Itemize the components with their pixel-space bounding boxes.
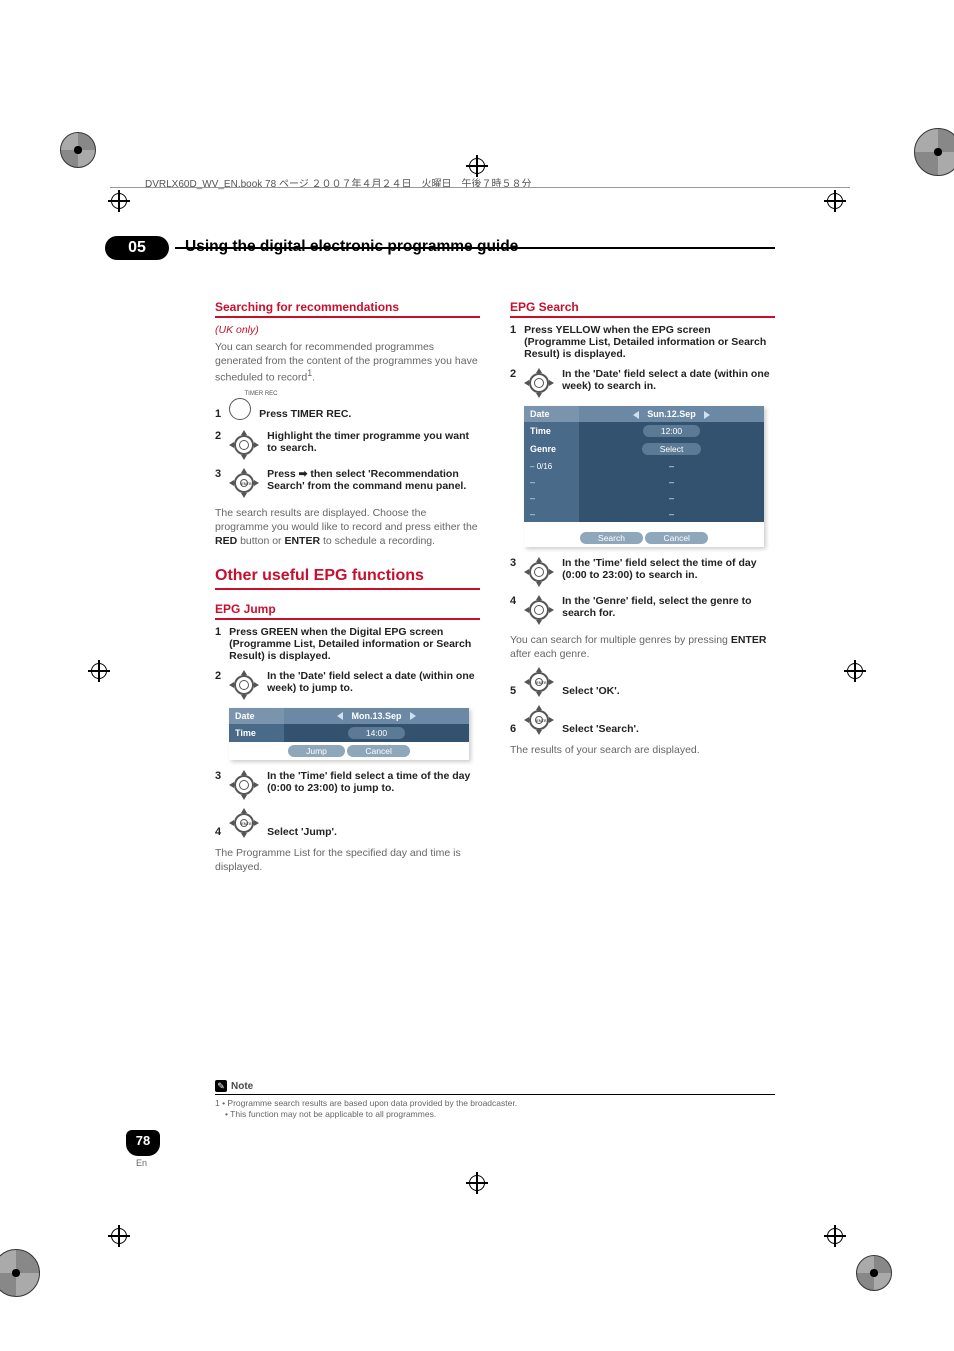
- nav-pad-icon: [524, 557, 554, 587]
- nav-pad-icon: [524, 595, 554, 625]
- registration-mark: [824, 1225, 846, 1247]
- arrow-left-icon: [337, 712, 343, 720]
- step-number: 4: [510, 595, 516, 607]
- cancel-button: Cancel: [347, 745, 409, 757]
- page-lang: En: [136, 1158, 147, 1168]
- note-line-2: • This function may not be applicable to…: [215, 1109, 775, 1120]
- search-date-value: Sun.12.Sep: [647, 409, 696, 419]
- search-step-3: In the 'Time' field select the time of d…: [562, 557, 775, 581]
- search-step-2: In the 'Date' field select a date (withi…: [562, 368, 775, 392]
- search-time-label: Time: [524, 422, 579, 440]
- enter-pad-icon: ENTER: [524, 667, 554, 697]
- arrow-right-icon: [410, 712, 416, 720]
- search-step-6: Select 'Search'.: [562, 723, 775, 735]
- jump-time-label: Time: [229, 724, 284, 742]
- footnote: ✎ Note 1 • Programme search results are …: [215, 1080, 775, 1120]
- nav-pad-icon: [524, 368, 554, 398]
- search-date-label: Date: [524, 406, 579, 422]
- enter-pad-icon: ENTER: [229, 808, 259, 838]
- step-number: 3: [215, 770, 221, 782]
- note-title: Note: [231, 1081, 253, 1092]
- timer-rec-label: TIMER REC: [241, 391, 281, 397]
- crop-mark: [856, 1255, 892, 1291]
- search-step-5: Select 'OK'.: [562, 685, 775, 697]
- step-3-body: The search results are displayed. Choose…: [215, 506, 480, 549]
- search-button: Search: [580, 532, 643, 544]
- step-number: 4: [215, 826, 221, 838]
- left-column: Searching for recommendations (UK only) …: [215, 300, 480, 880]
- arrow-left-icon: [633, 411, 639, 419]
- jump-step-4-body: The Programme List for the specified day…: [215, 846, 480, 874]
- search-genre-label: Genre: [524, 440, 579, 458]
- intro-text: You can search for recommended programme…: [215, 340, 480, 385]
- step-number: 1: [510, 324, 516, 336]
- step-number: 3: [510, 557, 516, 569]
- heading-search-recommendations: Searching for recommendations: [215, 300, 480, 318]
- arrow-right-icon: [704, 411, 710, 419]
- search-step-4: In the 'Genre' field, select the genre t…: [562, 595, 775, 619]
- enter-pad-icon: ENTER: [524, 705, 554, 735]
- chapter-number: 05: [105, 236, 169, 260]
- step-number: 2: [510, 368, 516, 380]
- jump-date-value: Mon.13.Sep: [351, 711, 401, 721]
- enter-pad-icon: ENTER: [229, 468, 259, 498]
- heading-epg-search: EPG Search: [510, 300, 775, 318]
- chapter-header: 05 Using the digital electronic programm…: [105, 236, 685, 264]
- step-number: 1: [215, 408, 221, 420]
- step-number: 5: [510, 685, 516, 697]
- registration-mark: [108, 1225, 130, 1247]
- nav-pad-icon: [229, 770, 259, 800]
- step-number: 6: [510, 723, 516, 735]
- search-step-1: Press YELLOW when the EPG screen (Progra…: [524, 324, 775, 360]
- crop-mark: [0, 1249, 40, 1297]
- registration-mark: [466, 1172, 488, 1194]
- search-step-4-body: You can search for multiple genres by pr…: [510, 633, 775, 661]
- heading-epg-jump: EPG Jump: [215, 602, 480, 620]
- step-number: 2: [215, 670, 221, 682]
- registration-mark: [824, 190, 846, 212]
- nav-pad-icon: [229, 670, 259, 700]
- jump-step-2: In the 'Date' field select a date (withi…: [267, 670, 480, 694]
- search-count: – 0/16: [524, 458, 579, 474]
- jump-time-value: 14:00: [348, 727, 405, 739]
- jump-date-label: Date: [229, 708, 284, 724]
- crop-mark: [60, 132, 96, 168]
- registration-mark: [844, 660, 866, 682]
- registration-mark: [108, 190, 130, 212]
- registration-mark: [466, 155, 488, 177]
- jump-step-4: Select 'Jump'.: [267, 826, 480, 838]
- registration-mark: [88, 660, 110, 682]
- jump-button: Jump: [288, 745, 345, 757]
- jump-step-3: In the 'Time' field select a time of the…: [267, 770, 480, 794]
- step-2-text: Highlight the timer programme you want t…: [267, 430, 480, 454]
- timer-rec-button-icon: [229, 398, 251, 420]
- search-time-value: 12:00: [643, 425, 700, 437]
- step-3-text: Press ➡ then select 'Recommendation Sear…: [267, 468, 480, 492]
- nav-pad-icon: [229, 430, 259, 460]
- chapter-title: Using the digital electronic programme g…: [185, 238, 518, 256]
- jump-table: Date Mon.13.Sep Time 14:00 Jump Cancel: [229, 708, 469, 760]
- step-number: 3: [215, 468, 221, 480]
- uk-only-label: (UK only): [215, 324, 480, 336]
- jump-step-1: Press GREEN when the Digital EPG screen …: [229, 626, 480, 662]
- right-column: EPG Search 1 Press YELLOW when the EPG s…: [510, 300, 775, 880]
- note-icon: ✎: [215, 1080, 227, 1092]
- search-step-6-body: The results of your search are displayed…: [510, 743, 775, 757]
- note-line-1: 1 • Programme search results are based u…: [215, 1098, 775, 1109]
- page-number: 78: [126, 1130, 160, 1156]
- cancel-button: Cancel: [645, 532, 707, 544]
- header-rule: [110, 187, 850, 188]
- search-genre-value: Select: [642, 443, 702, 455]
- search-table: Date Sun.12.Sep Time 12:00 Genre Select …: [524, 406, 764, 547]
- step-1-text: Press TIMER REC.: [259, 408, 480, 420]
- crop-mark: [914, 128, 954, 176]
- step-number: 2: [215, 430, 221, 442]
- section-other-epg: Other useful EPG functions: [215, 567, 480, 590]
- step-number: 1: [215, 626, 221, 638]
